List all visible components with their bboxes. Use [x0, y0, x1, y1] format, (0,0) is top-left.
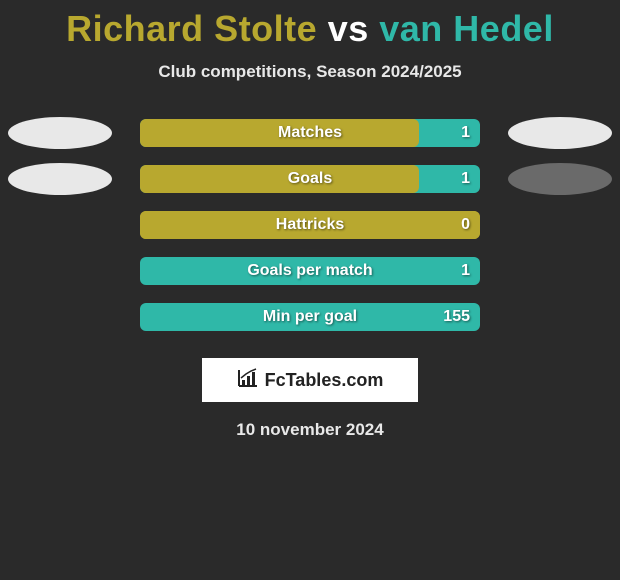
stat-row: Hattricks 0 [0, 202, 620, 248]
stat-label: Goals per match [247, 262, 372, 280]
player2-name: van Hedel [379, 8, 554, 49]
stat-bar-track: Hattricks 0 [140, 211, 480, 239]
stat-label: Goals [288, 170, 332, 188]
comparison-title: Richard Stolte vs van Hedel [0, 0, 620, 50]
stat-bar-track: Goals per match 1 [140, 257, 480, 285]
player1-marker [8, 163, 112, 195]
stat-value: 1 [461, 262, 470, 280]
stat-bar-fill [140, 165, 419, 193]
stat-row: Goals per match 1 [0, 248, 620, 294]
stat-row: Goals 1 [0, 156, 620, 202]
player1-marker [8, 117, 112, 149]
comparison-chart: Matches 1 Goals 1 Hattricks 0 Goals per match 1… [0, 110, 620, 340]
stat-value: 0 [461, 216, 470, 234]
stat-label: Hattricks [276, 216, 344, 234]
player2-marker [508, 117, 612, 149]
stat-bar-track: Min per goal 155 [140, 303, 480, 331]
stat-label: Min per goal [263, 308, 357, 326]
subtitle: Club competitions, Season 2024/2025 [0, 62, 620, 82]
player2-marker [508, 163, 612, 195]
chart-icon [237, 368, 259, 393]
stat-value: 1 [461, 124, 470, 142]
stat-value: 155 [443, 308, 470, 326]
stat-row: Matches 1 [0, 110, 620, 156]
player1-name: Richard Stolte [66, 8, 317, 49]
vs-text: vs [328, 8, 369, 49]
stat-value: 1 [461, 170, 470, 188]
stat-row: Min per goal 155 [0, 294, 620, 340]
stat-label: Matches [278, 124, 342, 142]
footer-date: 10 november 2024 [0, 420, 620, 440]
fctables-logo: FcTables.com [202, 358, 418, 402]
stat-bar-track: Matches 1 [140, 119, 480, 147]
logo-text: FcTables.com [265, 370, 384, 391]
stat-bar-track: Goals 1 [140, 165, 480, 193]
